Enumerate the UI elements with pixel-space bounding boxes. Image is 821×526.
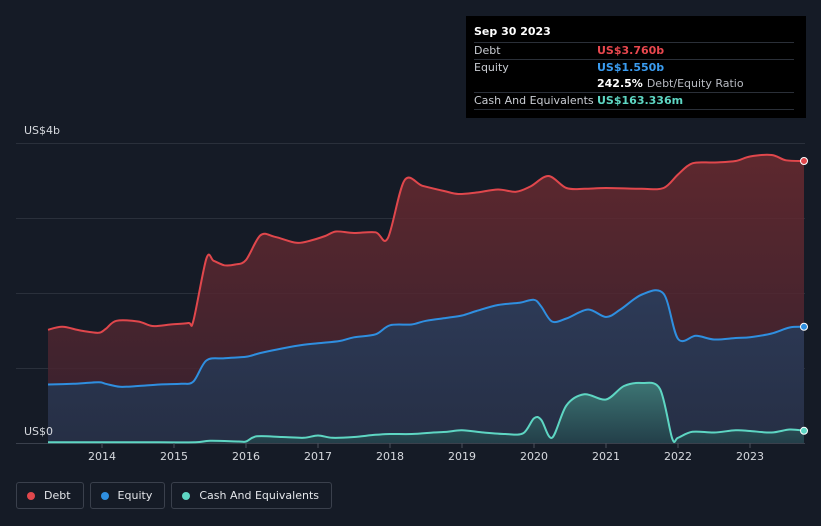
x-tick-label: 2017 (304, 450, 332, 463)
legend-item-cash[interactable]: Cash And Equivalents (171, 482, 332, 509)
y-axis-bottom-label: US$0 (24, 425, 53, 438)
tooltip-equity-value: US$1.550b (597, 61, 665, 74)
legend-label-equity: Equity (117, 489, 153, 502)
x-tick-label: 2023 (736, 450, 764, 463)
legend-dot-cash (182, 491, 191, 500)
legend-label-cash: Cash And Equivalents (199, 489, 319, 502)
tooltip-debt-label: Debt (474, 44, 501, 57)
x-tick-label: 2020 (520, 450, 548, 463)
x-tick-label: 2019 (448, 450, 476, 463)
tooltip-ratio-value: 242.5% (597, 77, 643, 90)
tooltip-panel: Sep 30 2023 Debt US$3.760b Equity US$1.5… (466, 16, 806, 118)
tooltip-row-debt: Debt US$3.760b (474, 42, 794, 59)
cash-line (47, 381, 805, 444)
chart-legend: Debt Equity Cash And Equivalents (16, 482, 332, 509)
legend-dot-debt (27, 491, 35, 500)
x-tick-label: 2016 (232, 450, 260, 463)
tooltip-date: Sep 30 2023 (474, 25, 551, 38)
series-areas (48, 154, 804, 443)
x-tick-label: 2022 (664, 450, 692, 463)
x-tick-label: 2015 (160, 450, 188, 463)
cash-area (48, 382, 804, 443)
tooltip-cash-value: US$163.336m (597, 94, 684, 107)
x-tick-label: 2014 (88, 450, 116, 463)
x-tick-label: 2021 (592, 450, 620, 463)
legend-dot-equity (100, 491, 109, 500)
axes: US$4b US$0 (24, 124, 60, 438)
tooltip-row-ratio: 242.5% Debt/Equity Ratio (474, 76, 794, 92)
equity-end-marker (800, 322, 808, 331)
y-axis-top-label: US$4b (24, 124, 60, 137)
tooltip-ratio-label: Debt/Equity Ratio (646, 77, 744, 90)
series-lines (47, 153, 805, 444)
legend-item-debt[interactable]: Debt (16, 482, 84, 509)
tooltip-equity-label: Equity (474, 61, 509, 74)
legend-item-equity[interactable]: Equity (89, 482, 166, 509)
x-axis-ticks: 2014 2015 2016 2017 2018 2019 2020 2021 2022 2023 (88, 443, 764, 463)
tooltip-cash-label: Cash And Equivalents (474, 94, 594, 107)
equity-line (47, 289, 805, 388)
tooltip-debt-value: US$3.760b (597, 44, 665, 57)
x-tick-label: 2018 (376, 450, 404, 463)
tooltip-row-equity: Equity US$1.550b (474, 59, 794, 76)
legend-label-debt: Debt (44, 489, 71, 502)
tooltip-row-cash: Cash And Equivalents US$163.336m (474, 92, 794, 110)
debt-end-marker (800, 157, 808, 165)
debt-line (47, 153, 805, 334)
cash-end-marker (800, 426, 808, 435)
end-markers (800, 157, 808, 435)
